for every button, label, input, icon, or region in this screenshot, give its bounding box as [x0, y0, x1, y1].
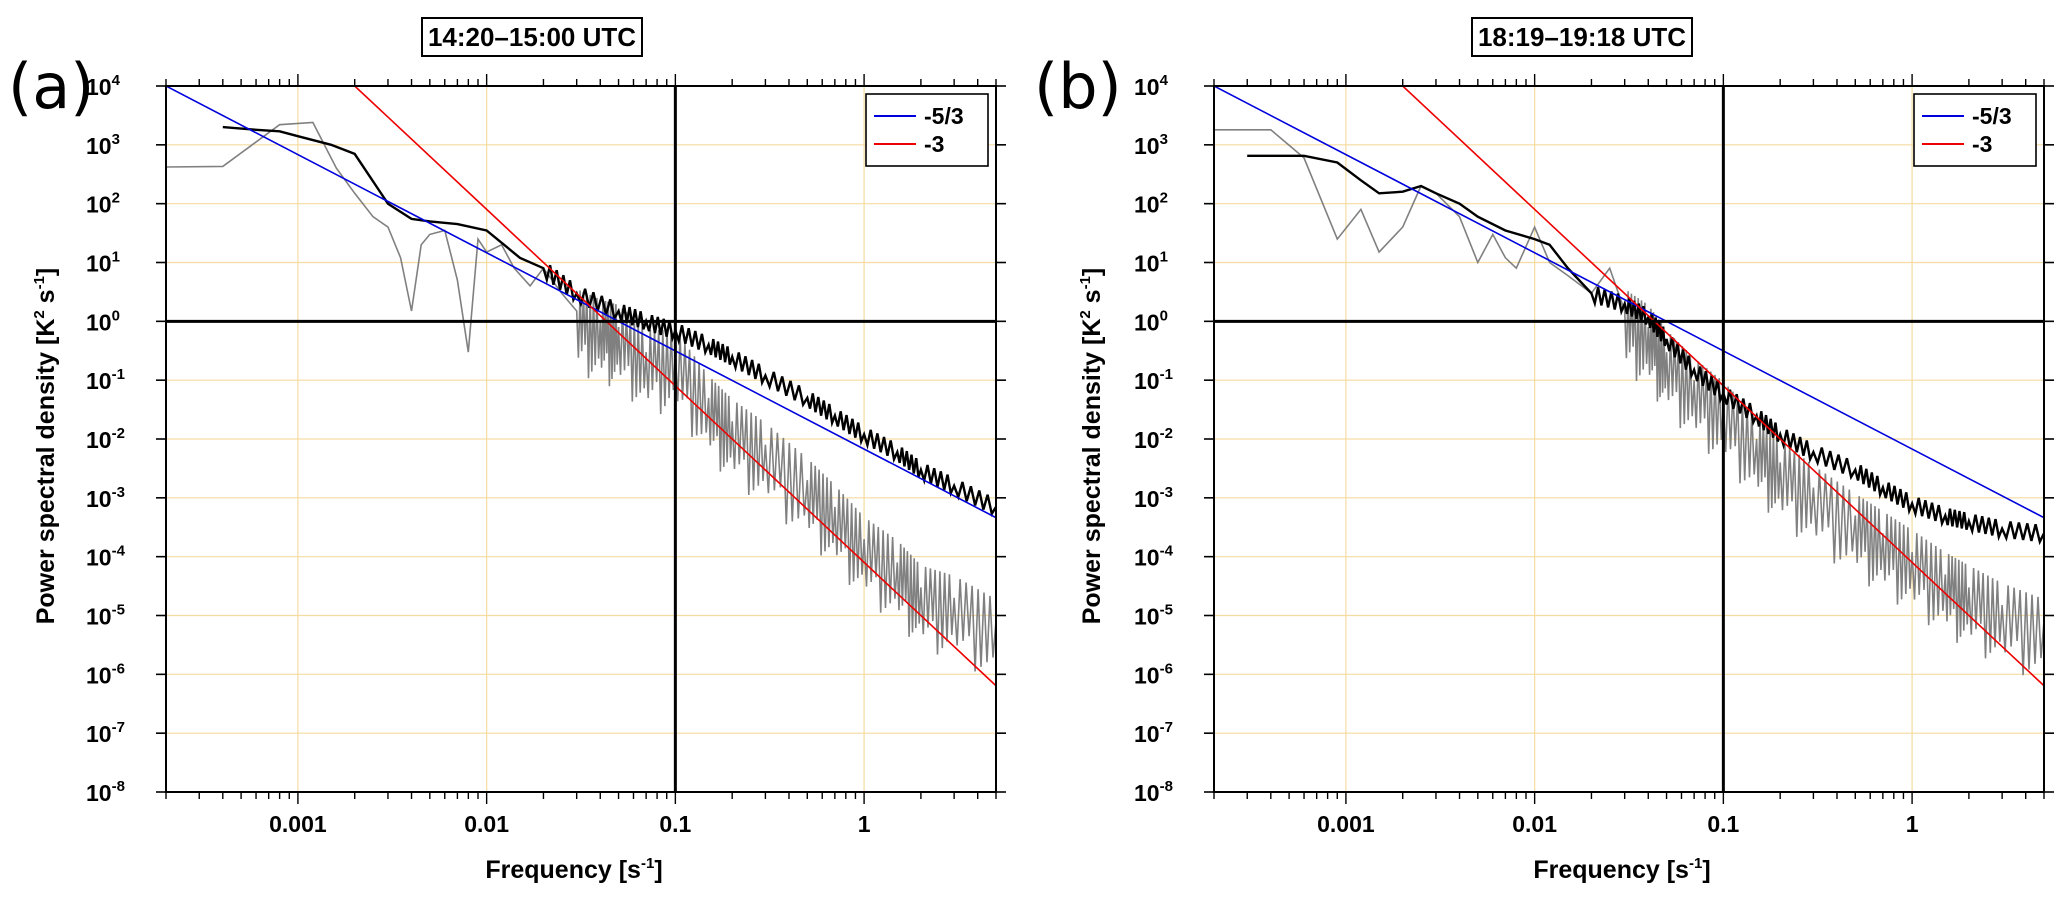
x-tick-label: 0.01: [464, 811, 509, 837]
y-tick-label: 101: [1134, 249, 1168, 277]
y-tick-label: 101: [86, 249, 120, 277]
x-tick-label: 0.1: [1707, 811, 1739, 837]
observed-spectrum-line: [1214, 129, 2044, 676]
smoothed-spectrum-line: [222, 125, 996, 517]
y-axis-label: Power spectral density [K2 s-1]: [1077, 268, 1106, 625]
x-tick-label: 0.001: [1317, 811, 1375, 837]
y-tick-label: 102: [86, 190, 120, 218]
y-tick-label: 10-7: [86, 719, 125, 747]
x-axis-label: Frequency [s-1]: [1533, 855, 1710, 884]
reference-line-minus-5-3: [166, 86, 996, 519]
legend: -5/3-3: [865, 93, 989, 167]
legend-frame: [865, 93, 989, 167]
panel-title: 14:20–15:00 UTC: [428, 22, 636, 52]
observed-spectrum-line: [166, 121, 996, 672]
panel-title-frame: [421, 17, 643, 57]
x-tick-label: 0.1: [659, 811, 691, 837]
legend-frame: [1913, 93, 2037, 167]
panel-title: 18:19–19:18 UTC: [1478, 22, 1686, 52]
y-tick-label: 10-4: [1134, 543, 1174, 571]
legend-label: -5/3: [1972, 103, 2012, 129]
y-tick-label: 100: [1134, 307, 1168, 335]
y-tick-label: 100: [86, 307, 120, 335]
x-tick-label: 1: [858, 811, 871, 837]
x-tick-label: 0.001: [269, 811, 327, 837]
reference-line-minus-5-3: [1214, 86, 2044, 519]
y-tick-label: 10-4: [86, 543, 126, 571]
panel-label: (b): [1034, 50, 1122, 123]
panel-a: (a) 14:20–15:00 UTC Frequency [s-1] Powe…: [8, 17, 1006, 884]
y-tick-label: 10-6: [86, 660, 125, 688]
y-tick-label: 104: [86, 72, 121, 100]
y-tick-label: 10-8: [86, 778, 125, 806]
legend-label: -5/3: [924, 103, 964, 129]
y-tick-label: 103: [86, 131, 120, 159]
y-tick-label: 10-5: [86, 602, 125, 630]
y-axis-label: Power spectral density [K2 s-1]: [31, 268, 60, 625]
y-tick-label: 103: [1134, 131, 1168, 159]
panel-label: (a): [8, 50, 94, 123]
panel-b: (b) 18:19–19:18 UTC Frequency [s-1] Powe…: [1034, 17, 2054, 884]
smoothed-spectrum-line: [1247, 154, 2044, 546]
plot-content: [1214, 86, 2044, 792]
y-tick-label: 10-1: [1134, 366, 1173, 394]
y-tick-label: 10-2: [86, 425, 125, 453]
x-axis-label: Frequency [s-1]: [485, 855, 662, 884]
y-tick-label: 10-2: [1134, 425, 1173, 453]
y-tick-label: 104: [1134, 72, 1169, 100]
y-tick-label: 10-3: [86, 484, 125, 512]
x-tick-label: 0.01: [1512, 811, 1557, 837]
legend-label: -3: [924, 131, 944, 157]
y-tick-label: 10-6: [1134, 660, 1173, 688]
plot-area: 0.001 0.01 0.1 1 104 103 102 101 100 10-1 10-2 10-3…: [86, 72, 1006, 837]
plot-area: 0.001 0.01 0.1 1 104 103 102 101 100 10-1 10-2 10-3…: [1134, 72, 2054, 837]
y-tick-label: 10-7: [1134, 719, 1173, 747]
x-tick-label: 1: [1906, 811, 1919, 837]
y-tick-label: 10-5: [1134, 602, 1173, 630]
y-tick-label: 10-1: [86, 366, 125, 394]
panel-title-box: 18:19–19:18 UTC: [1471, 17, 1693, 57]
panel-title-frame: [1471, 17, 1693, 57]
y-tick-label: 102: [1134, 190, 1168, 218]
legend-label: -3: [1972, 131, 1992, 157]
legend: -5/3-3: [1913, 93, 2037, 167]
panel-title-box: 14:20–15:00 UTC: [421, 17, 643, 57]
plot-content: [166, 86, 996, 792]
y-tick-label: 10-8: [1134, 778, 1173, 806]
y-tick-label: 10-3: [1134, 484, 1173, 512]
